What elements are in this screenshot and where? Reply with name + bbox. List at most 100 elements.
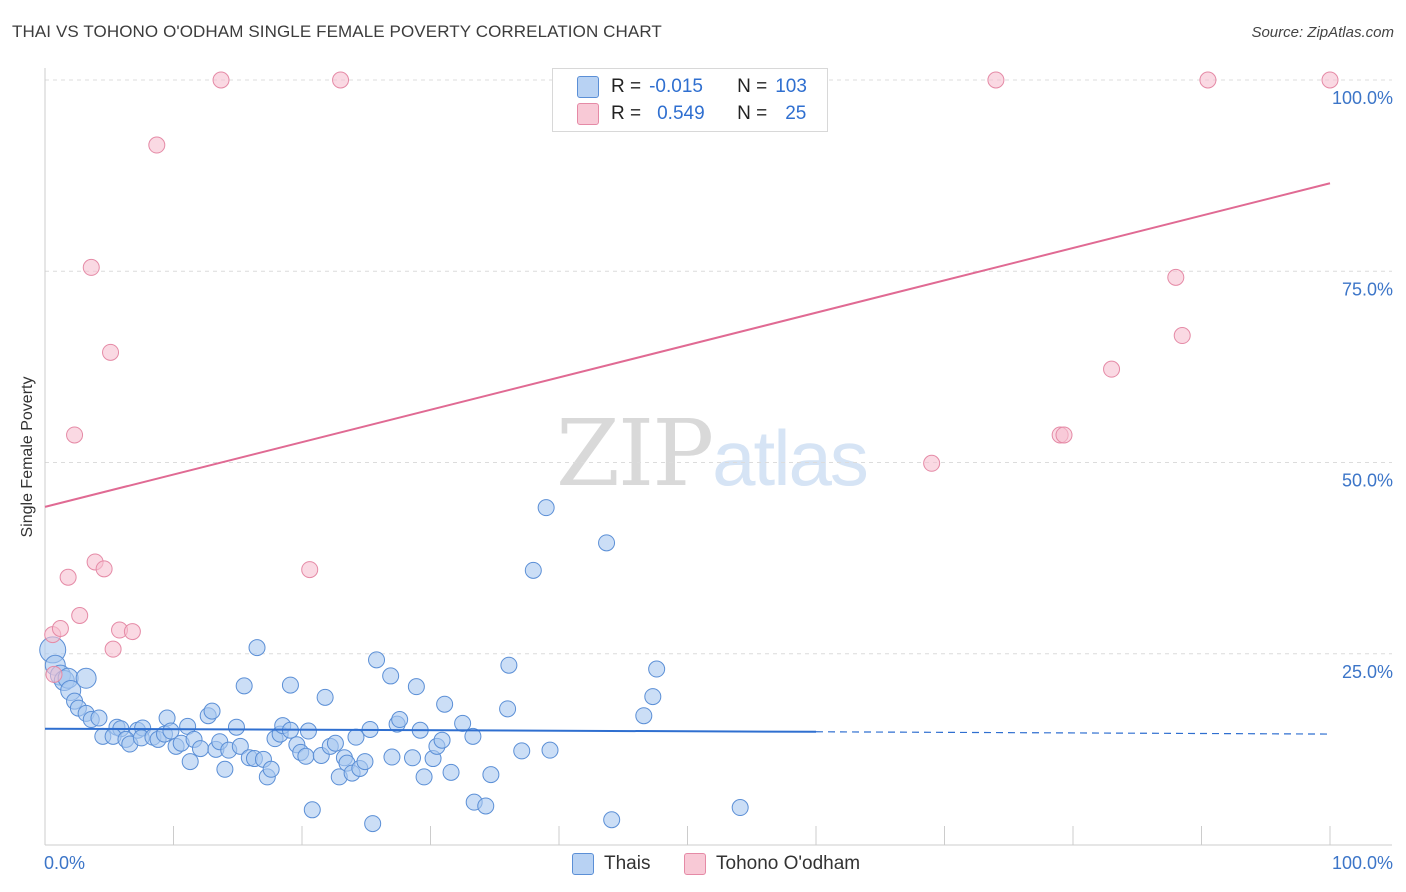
thais-point [297,747,315,765]
tohono-point [987,71,1005,89]
tohono-point [82,258,100,276]
y-tick-label: 75.0% [1342,279,1393,299]
tohono-point [51,620,69,638]
thais-point [391,711,409,729]
thais-point [248,639,266,657]
thais-point [356,753,374,771]
watermark-zip: ZIP [556,400,714,507]
y-tick-label: 25.0% [1342,662,1393,682]
thais-point [500,656,518,674]
thais-point [407,678,425,696]
thais-point [482,766,500,784]
thais-point [499,700,517,718]
legend-r-value-thais: -0.015 [649,76,703,97]
bottom-legend-thais: Thais [572,852,650,876]
legend-swatch-thais [577,76,599,98]
thais-point [436,695,454,713]
thais-point [644,688,662,706]
tohono-point [1103,360,1121,378]
thais-point [235,677,253,695]
thais-point [537,499,555,517]
thais-point [598,534,616,552]
tohono-point [95,560,113,578]
tohono-point [923,454,941,472]
bottom-legend-tohono: Tohono O'odham [684,852,860,876]
thais-point [191,740,209,758]
thais-point [162,722,180,740]
thais-point [227,718,245,736]
thais-point [464,727,482,745]
tohono-point [1055,426,1073,444]
legend-r-label: R = [611,103,642,124]
thais-point [477,797,495,815]
thais-point [262,760,280,778]
tohono-point [301,561,319,579]
tohono-point [123,623,141,641]
legend-n-value-thais: 103 [775,76,807,97]
chart-title: THAI VS TOHONO O'ODHAM SINGLE FEMALE POV… [12,22,662,41]
thais-point [181,753,199,771]
watermark-atlas: atlas [712,414,869,502]
tohono-point [102,343,120,361]
thais-point [404,749,422,767]
tohono-point [1199,71,1217,89]
thais-point [299,722,317,740]
stats-legend: R = -0.015 N = 103 R = 0.549 N = 25 [552,68,828,132]
legend-n-value-tohono: 25 [785,103,807,124]
legend-row-tohono: R = 0.549 N = 25 [577,102,806,126]
tohono-point [66,426,84,444]
tohono-point [1321,71,1339,89]
tohono-point [212,71,230,89]
thais-point [368,651,386,669]
thais-point [415,768,433,786]
bottom-legend-label-tohono: Tohono O'odham [716,853,861,874]
watermark: ZIPatlas [556,400,869,507]
source-label: Source: ZipAtlas.com [1251,24,1394,41]
legend-n-label: N = [737,76,768,97]
tohono-trendline [44,182,1331,508]
legend-r-value-tohono: 0.549 [657,103,705,124]
tohono-point [332,71,350,89]
legend-row-thais: R = -0.015 N = 103 [577,75,807,99]
y-tick-label: 100.0% [1332,88,1393,108]
tohono-point [71,607,89,624]
x-tick-label: 0.0% [44,853,85,873]
thais-point [90,709,108,727]
thais-point [442,763,460,781]
thais-trendline [44,727,817,733]
thais-point [382,667,400,685]
thais-point [524,561,542,579]
thais-point [303,801,321,819]
bottom-legend-swatch-thais [572,853,594,875]
tohono-point [148,136,166,154]
thais-point [513,742,531,760]
tohono-point [1173,327,1191,345]
thais-point [635,707,653,725]
tohono-point [45,665,63,683]
tohono-point [1167,268,1185,286]
thais-point [203,702,221,720]
thais-point [75,667,97,689]
thais-point [603,811,621,829]
thais-point [326,734,344,752]
thais-point [347,728,365,746]
thais-point [454,714,472,732]
tohono-point [104,640,122,658]
legend-n-label: N = [737,103,768,124]
thais-point [433,731,451,749]
thais-trendline-dashed [815,731,1331,735]
legend-swatch-tohono [577,103,599,125]
thais-point [216,760,234,778]
legend-r-label: R = [611,76,642,97]
thais-point [231,737,249,755]
thais-point [383,748,401,766]
bottom-legend-swatch-tohono [684,853,706,875]
thais-point [648,660,666,678]
thais-point [541,741,559,759]
tohono-point [59,568,77,586]
thais-point [364,815,382,833]
bottom-legend-label-thais: Thais [604,853,651,874]
x-tick-label: 100.0% [1332,853,1393,873]
thais-point [281,676,299,694]
